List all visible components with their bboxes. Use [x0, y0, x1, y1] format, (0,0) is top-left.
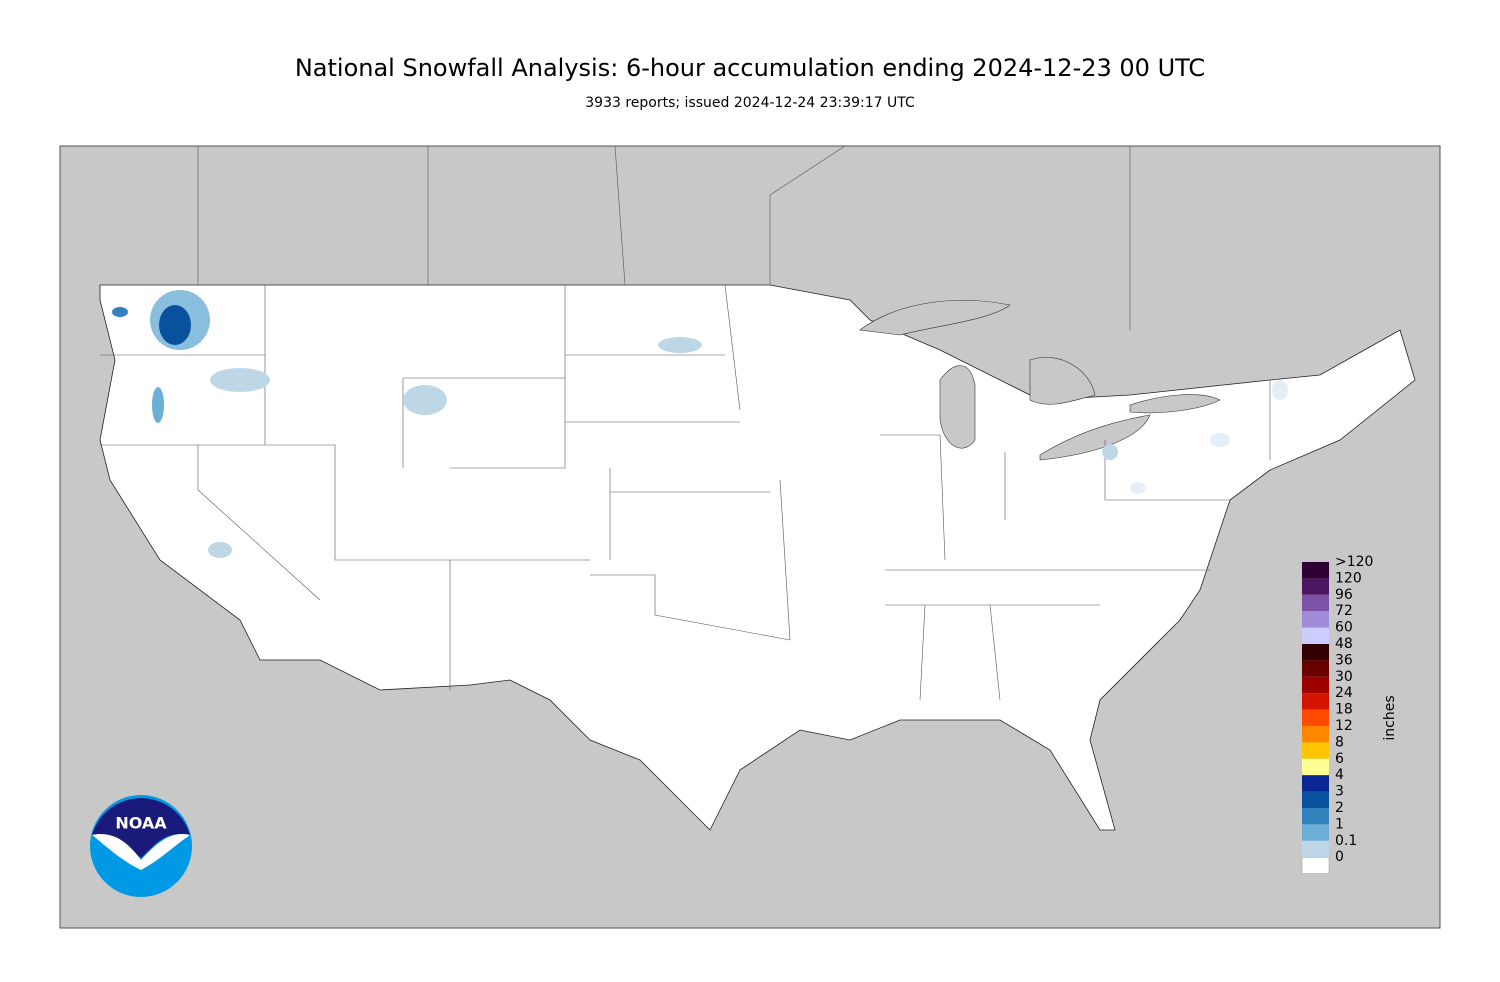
legend-swatch [1302, 726, 1329, 743]
us-land [99, 284, 1416, 831]
legend-swatch [1302, 693, 1329, 710]
legend-label: 48 [1335, 636, 1353, 652]
borders [100, 145, 1271, 701]
snowfall-areas [112, 290, 1288, 558]
great-lakes [859, 300, 1221, 461]
legend-label: 0.1 [1335, 833, 1357, 849]
legend-swatch [1302, 578, 1329, 595]
legend-label: 12 [1335, 718, 1353, 734]
legend-label: 1 [1335, 816, 1344, 832]
legend-swatch [1302, 709, 1329, 726]
legend-swatch [1302, 775, 1329, 792]
legend-swatch [1302, 840, 1329, 858]
legend-swatch [1301, 856, 1330, 874]
legend-label: 30 [1335, 669, 1353, 685]
subtitle: 3933 reports; issued 2024-12-24 23:39:17… [585, 95, 915, 111]
legend-swatch [1302, 742, 1329, 759]
legend-label: 36 [1335, 652, 1353, 668]
legend-swatch [1302, 676, 1329, 694]
legend-swatch [1302, 660, 1329, 677]
legend-label: 96 [1335, 587, 1353, 603]
map [59, 145, 1441, 929]
legend-label: 120 [1335, 570, 1362, 586]
title: National Snowfall Analysis: 6-hour accum… [295, 54, 1205, 82]
legend-swatch [1302, 791, 1329, 808]
legend-swatch [1302, 644, 1329, 661]
logo-top [92, 798, 190, 858]
legend-swatch [1302, 611, 1329, 628]
noaa-logo: NOAA [90, 795, 192, 897]
legend-swatch [1302, 594, 1329, 612]
legend-label: >120 [1335, 554, 1373, 570]
legend-swatch [1302, 562, 1329, 579]
legend: inches >1201209672604836302418128643210.… [1301, 554, 1398, 874]
legend-label: 8 [1335, 734, 1344, 750]
legend-label: 60 [1335, 620, 1353, 636]
legend-label: 4 [1335, 767, 1344, 783]
legend-label: 72 [1335, 603, 1353, 619]
legend-swatch [1302, 808, 1329, 825]
logo-text: NOAA [115, 814, 167, 833]
legend-swatch [1302, 627, 1329, 644]
legend-swatch [1302, 758, 1329, 776]
legend-label: 2 [1335, 800, 1344, 816]
legend-swatch [1302, 824, 1329, 841]
legend-label: 6 [1335, 751, 1344, 767]
legend-label: 0 [1335, 849, 1344, 865]
legend-label: 18 [1335, 702, 1353, 718]
legend-label: 3 [1335, 784, 1344, 800]
legend-label: 24 [1335, 685, 1353, 701]
logo-gull [92, 834, 190, 870]
legend-title: inches [1382, 695, 1398, 740]
